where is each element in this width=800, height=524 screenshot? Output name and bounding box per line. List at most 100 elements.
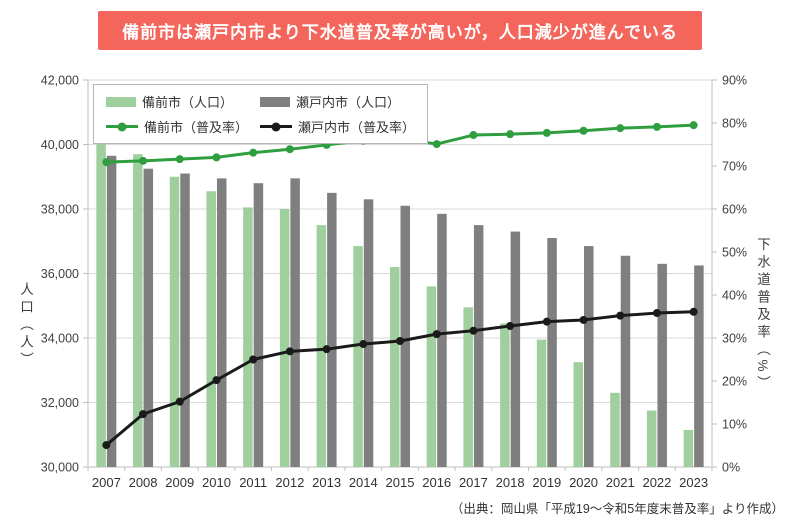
bar-setouchi-population-2014 xyxy=(363,199,374,467)
right-axis-tick-label: 80% xyxy=(722,117,747,131)
bar-setouchi-population-2012 xyxy=(290,178,300,468)
point-bizen-rate-2019 xyxy=(542,128,551,137)
x-axis-label-2007: 2007 xyxy=(92,475,121,490)
x-axis-label-2008: 2008 xyxy=(129,475,158,490)
bar-setouchi-population-2008 xyxy=(143,168,154,467)
legend-label-bizen-population: 備前市（人口） xyxy=(142,95,234,110)
bar-bizen-population-2015 xyxy=(390,267,400,467)
bar-setouchi-population-2015 xyxy=(400,205,410,467)
right-axis-tick-label: 60% xyxy=(722,203,747,217)
legend-item-bizen-rate: 備前市（普及率） xyxy=(106,117,249,136)
x-axis-label-2013: 2013 xyxy=(312,475,341,490)
x-axis-label-2016: 2016 xyxy=(422,475,451,490)
point-bizen-rate-2020 xyxy=(579,126,588,135)
line-setouchi-rate xyxy=(105,310,694,447)
bizen-rate-line-swatch-icon xyxy=(106,125,138,128)
right-axis-tick-label: 40% xyxy=(722,289,747,303)
point-setouchi-rate-2007 xyxy=(102,441,111,450)
point-setouchi-rate-2021 xyxy=(616,311,625,320)
setouchi-population-bar-swatch-icon xyxy=(260,96,290,107)
left-axis-tick-label: 42,000 xyxy=(41,74,79,88)
right-axis-label: 下水道普及率（%） xyxy=(755,237,770,394)
legend-label-setouchi-rate: 瀬戸内市（普及率） xyxy=(298,120,416,135)
point-setouchi-rate-2013 xyxy=(322,345,331,354)
bar-bizen-population-2018 xyxy=(500,323,510,467)
right-axis-tick-label: 70% xyxy=(722,160,747,174)
point-setouchi-rate-2012 xyxy=(285,347,294,356)
x-axis-label-2021: 2021 xyxy=(606,475,635,490)
legend-item-setouchi-population: 瀬戸内市（人口） xyxy=(260,92,415,111)
point-bizen-rate-2009 xyxy=(175,155,184,164)
right-axis-tick-label: 30% xyxy=(722,332,747,346)
point-bizen-rate-2021 xyxy=(616,124,625,133)
source-note: （出典：岡山県「平成19～令和5年度末普及率」より作成） xyxy=(450,502,784,516)
bar-setouchi-population-2021 xyxy=(620,255,631,467)
bar-setouchi-population-2019 xyxy=(547,238,557,467)
x-axis-label-2015: 2015 xyxy=(386,475,415,490)
point-setouchi-rate-2014 xyxy=(359,340,368,349)
point-setouchi-rate-2011 xyxy=(249,355,258,364)
point-bizen-rate-2016 xyxy=(432,140,441,149)
chart-title-banner: 備前市は瀬戸内市より下水道普及率が高いが，人口減少が進んでいる xyxy=(98,11,702,50)
x-axis-label-2019: 2019 xyxy=(532,475,561,490)
x-axis-label-2012: 2012 xyxy=(275,475,304,490)
bar-bizen-population-2020 xyxy=(573,362,584,467)
point-setouchi-rate-2015 xyxy=(396,337,404,346)
right-axis-tick-label: 50% xyxy=(722,246,747,260)
bar-setouchi-population-2018 xyxy=(510,231,521,467)
x-axis-label-2017: 2017 xyxy=(459,475,488,490)
left-axis-tick-label: 32,000 xyxy=(41,396,79,410)
left-axis-tick-label: 36,000 xyxy=(41,267,79,281)
bar-setouchi-population-2011 xyxy=(253,183,264,467)
bar-bizen-population-2021 xyxy=(610,392,620,467)
point-bizen-rate-2007 xyxy=(102,158,111,167)
point-bizen-rate-2017 xyxy=(469,131,478,140)
point-setouchi-rate-2020 xyxy=(579,315,588,324)
point-setouchi-rate-2016 xyxy=(432,330,441,339)
point-bizen-rate-2018 xyxy=(506,130,515,139)
point-setouchi-rate-2023 xyxy=(689,307,698,316)
left-axis-label: 人口（人） xyxy=(18,282,33,370)
legend-label-bizen-rate: 備前市（普及率） xyxy=(144,120,249,135)
left-axis-tick-label: 30,000 xyxy=(41,461,79,475)
right-axis-tick-label: 20% xyxy=(722,375,747,389)
right-axis-tick-label: 10% xyxy=(722,418,747,432)
chart-legend: 備前市（人口） 瀬戸内市（人口） 備前市（普及率） 瀬戸内市（普及率） xyxy=(93,84,429,144)
x-axis-label-2011: 2011 xyxy=(239,475,267,490)
left-axis-tick-label: 40,000 xyxy=(41,138,79,152)
left-axis-tick-label: 34,000 xyxy=(41,332,79,346)
x-axis-label-2022: 2022 xyxy=(642,475,671,490)
bar-setouchi-population-2013 xyxy=(327,192,337,467)
bar-bizen-population-2013 xyxy=(316,225,327,467)
bar-setouchi-population-2009 xyxy=(180,173,190,467)
right-axis-tick-label: 0% xyxy=(722,461,740,475)
legend-item-bizen-population: 備前市（人口） xyxy=(106,92,246,111)
x-axis-label-2018: 2018 xyxy=(496,475,525,490)
bar-bizen-population-2019 xyxy=(536,339,547,467)
banner-container: 備前市は瀬戸内市より下水道普及率が高いが，人口減少が進んでいる xyxy=(0,11,800,50)
legend-item-setouchi-rate: 瀬戸内市（普及率） xyxy=(260,117,415,136)
bar-bizen-population-2017 xyxy=(463,307,473,467)
bar-bizen-population-2010 xyxy=(206,191,216,467)
setouchi-rate-line-swatch-icon xyxy=(260,125,292,128)
point-setouchi-rate-2010 xyxy=(212,376,221,385)
bar-bizen-population-2023 xyxy=(683,429,694,467)
point-setouchi-rate-2019 xyxy=(542,317,551,326)
bar-setouchi-population-2022 xyxy=(657,263,667,467)
left-axis-tick-label: 38,000 xyxy=(41,203,79,217)
bar-bizen-population-2007 xyxy=(96,141,106,467)
x-axis-label-2023: 2023 xyxy=(679,475,708,490)
bar-setouchi-population-2007 xyxy=(106,155,117,467)
bar-setouchi-population-2023 xyxy=(694,265,704,467)
legend-label-setouchi-population: 瀬戸内市（人口） xyxy=(296,95,401,110)
right-axis-tick-label: 90% xyxy=(722,74,747,88)
point-setouchi-rate-2009 xyxy=(175,397,184,406)
bar-setouchi-population-2020 xyxy=(584,246,594,467)
x-axis-label-2010: 2010 xyxy=(202,475,231,490)
point-setouchi-rate-2022 xyxy=(652,309,661,318)
point-bizen-rate-2010 xyxy=(212,153,221,162)
x-axis-label-2020: 2020 xyxy=(569,475,598,490)
point-bizen-rate-2023 xyxy=(689,121,698,130)
bar-bizen-population-2008 xyxy=(133,154,143,468)
bizen-population-bar-swatch-icon xyxy=(106,96,136,107)
